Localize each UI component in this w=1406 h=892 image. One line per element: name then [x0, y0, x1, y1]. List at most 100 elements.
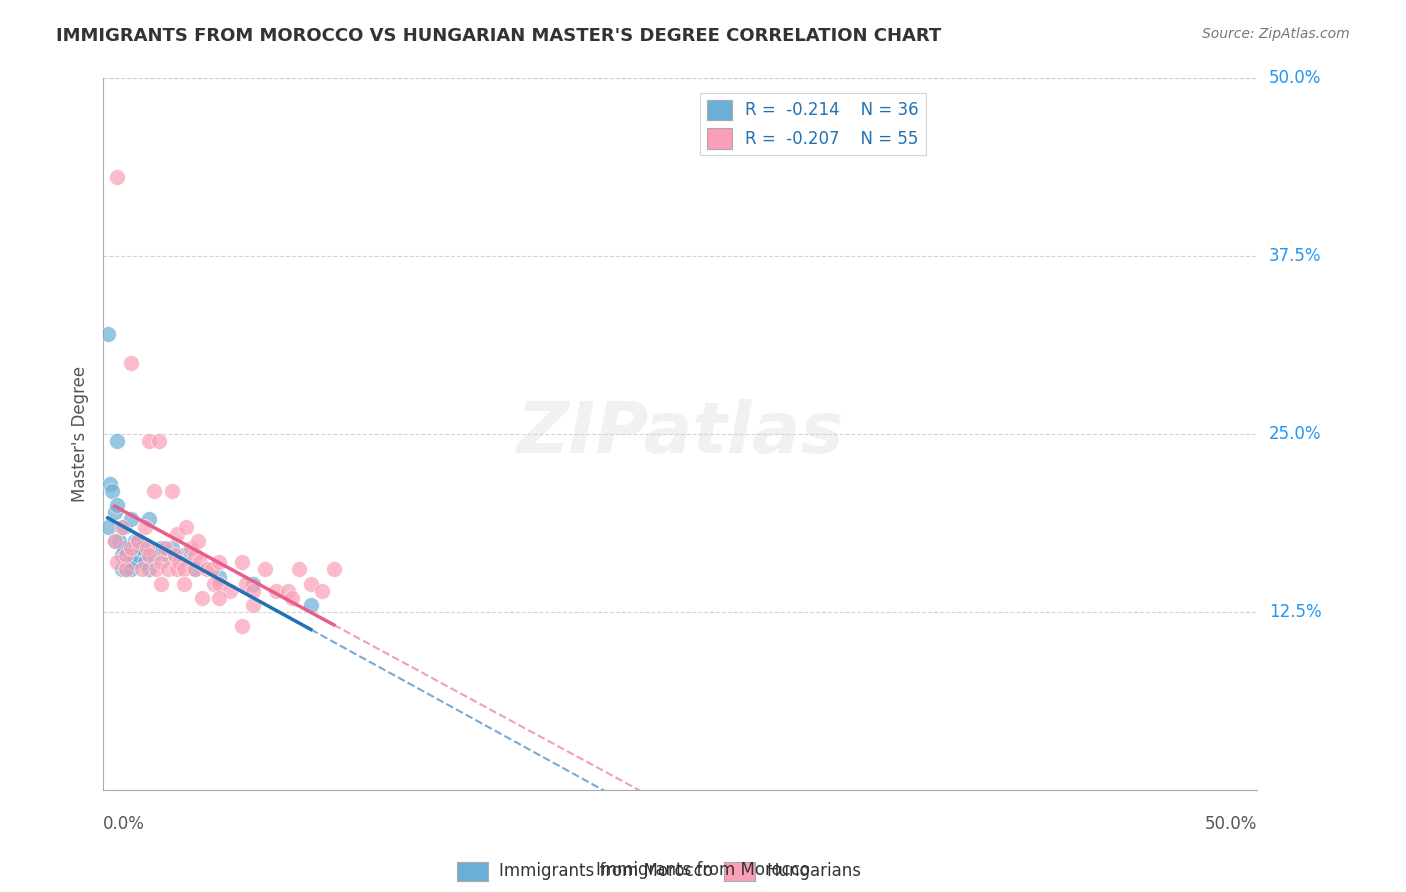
- Point: [207, 555, 229, 569]
- Point: [115, 562, 138, 576]
- Point: [184, 562, 207, 576]
- Point: [149, 555, 172, 569]
- Legend: R =  -0.214    N = 36, R =  -0.207    N = 55: R = -0.214 N = 36, R = -0.207 N = 55: [700, 93, 925, 155]
- Y-axis label: Master's Degree: Master's Degree: [72, 366, 89, 502]
- Point: [112, 519, 135, 533]
- Text: IMMIGRANTS FROM MOROCCO VS HUNGARIAN MASTER'S DEGREE CORRELATION CHART: IMMIGRANTS FROM MOROCCO VS HUNGARIAN MAS…: [56, 27, 942, 45]
- Point: [104, 533, 127, 548]
- Point: [166, 526, 188, 541]
- Point: [138, 548, 160, 562]
- Text: Hungarians: Hungarians: [766, 863, 862, 880]
- Point: [124, 533, 146, 548]
- Point: [277, 583, 299, 598]
- Point: [231, 619, 253, 633]
- Point: [101, 483, 124, 498]
- Text: 37.5%: 37.5%: [1268, 247, 1322, 265]
- Point: [184, 562, 207, 576]
- Point: [134, 555, 156, 569]
- Text: Immigrants from Morocco: Immigrants from Morocco: [596, 861, 810, 879]
- Point: [242, 576, 264, 591]
- Point: [173, 562, 195, 576]
- Point: [311, 583, 333, 598]
- Point: [166, 562, 188, 576]
- Point: [180, 541, 202, 555]
- Point: [104, 505, 127, 519]
- Point: [120, 562, 142, 576]
- Text: 25.0%: 25.0%: [1268, 425, 1322, 443]
- Point: [281, 591, 304, 605]
- Point: [299, 576, 322, 591]
- Point: [174, 519, 197, 533]
- Point: [131, 562, 153, 576]
- Point: [195, 562, 218, 576]
- Point: [138, 562, 160, 576]
- Point: [98, 476, 121, 491]
- Point: [201, 562, 224, 576]
- Point: [156, 548, 179, 562]
- Point: [117, 555, 139, 569]
- Point: [173, 576, 195, 591]
- Point: [105, 555, 128, 569]
- Point: [120, 541, 142, 555]
- Point: [110, 548, 132, 562]
- Point: [105, 170, 128, 185]
- Point: [323, 562, 346, 576]
- Point: [188, 555, 211, 569]
- Point: [187, 533, 209, 548]
- Text: 50.0%: 50.0%: [1205, 815, 1257, 833]
- Point: [105, 434, 128, 448]
- Point: [288, 562, 311, 576]
- Point: [155, 541, 177, 555]
- Point: [253, 562, 276, 576]
- Point: [242, 598, 264, 612]
- Point: [122, 555, 145, 569]
- Point: [105, 498, 128, 512]
- Point: [142, 483, 165, 498]
- Point: [207, 591, 229, 605]
- Point: [120, 512, 142, 526]
- Point: [115, 548, 138, 562]
- Point: [169, 555, 191, 569]
- Point: [231, 555, 253, 569]
- Point: [145, 562, 167, 576]
- Point: [115, 562, 138, 576]
- Point: [112, 541, 135, 555]
- Point: [138, 512, 160, 526]
- Point: [115, 548, 138, 562]
- Point: [97, 519, 120, 533]
- Point: [129, 541, 152, 555]
- Point: [242, 583, 264, 598]
- Point: [191, 591, 214, 605]
- Point: [202, 576, 225, 591]
- Point: [127, 533, 149, 548]
- Point: [162, 483, 184, 498]
- Text: Source: ZipAtlas.com: Source: ZipAtlas.com: [1202, 27, 1350, 41]
- Point: [110, 519, 132, 533]
- Point: [149, 541, 172, 555]
- Text: Immigrants from Morocco: Immigrants from Morocco: [499, 863, 713, 880]
- Point: [120, 356, 142, 370]
- Point: [162, 541, 184, 555]
- Point: [235, 576, 257, 591]
- Point: [207, 569, 229, 583]
- Point: [142, 548, 165, 562]
- Text: 12.5%: 12.5%: [1268, 603, 1322, 621]
- Point: [104, 533, 127, 548]
- Point: [134, 519, 156, 533]
- Point: [131, 541, 153, 555]
- Point: [138, 434, 160, 448]
- Text: 50.0%: 50.0%: [1268, 69, 1322, 87]
- Point: [127, 548, 149, 562]
- Point: [184, 548, 207, 562]
- Point: [264, 583, 287, 598]
- Point: [219, 583, 242, 598]
- Point: [173, 548, 195, 562]
- Text: 0.0%: 0.0%: [103, 815, 145, 833]
- Point: [163, 548, 186, 562]
- Point: [110, 562, 132, 576]
- Point: [207, 576, 229, 591]
- Text: ZIPatlas: ZIPatlas: [516, 400, 844, 468]
- Point: [149, 576, 172, 591]
- Point: [156, 562, 179, 576]
- Point: [148, 434, 170, 448]
